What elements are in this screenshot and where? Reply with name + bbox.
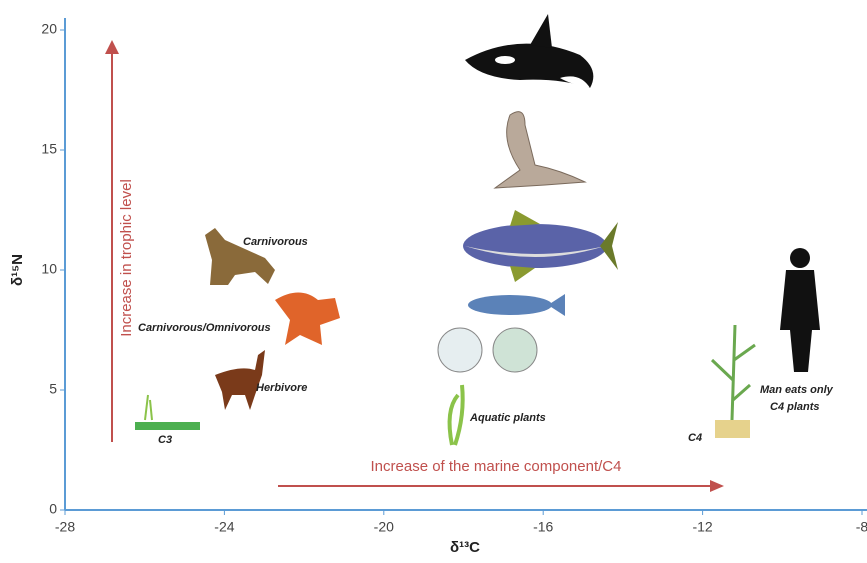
annotation: Carnivorous/Omnivorous	[138, 322, 271, 334]
dog-icon	[205, 228, 275, 285]
x-axis-label: δ¹³C	[450, 539, 480, 556]
x-tick-label: -20	[374, 519, 394, 535]
human-icon	[780, 248, 820, 372]
corn-icon	[710, 324, 756, 438]
annotation: C4 plants	[770, 401, 820, 413]
fox-icon	[275, 292, 340, 345]
x-tick-label: -16	[533, 519, 553, 535]
arrow-head	[105, 40, 119, 54]
annotation: Aquatic plants	[469, 412, 546, 424]
orca-icon	[465, 14, 594, 88]
x-tick-label: -24	[214, 519, 234, 535]
y-tick-label: 10	[41, 261, 57, 277]
annotation: C3	[158, 434, 172, 446]
c3-grass-icon	[135, 394, 200, 430]
annotation: Carnivorous	[243, 236, 308, 248]
x-tick-label: -28	[55, 519, 75, 535]
arrow-label: Increase in trophic level	[118, 179, 135, 337]
annotation: C4	[688, 432, 702, 444]
deer-icon	[215, 350, 265, 410]
aquatic-plant-icon	[447, 384, 465, 446]
x-tick-label: -8	[856, 519, 867, 535]
fish-icon	[468, 294, 565, 316]
tuna-icon	[463, 210, 618, 282]
annotation: Herbivore	[256, 382, 307, 394]
y-tick-label: 0	[49, 501, 57, 517]
y-tick-label: 5	[49, 381, 57, 397]
y-tick-label: 20	[41, 21, 57, 37]
sea-lion-icon	[493, 111, 587, 189]
annotation: Man eats only	[760, 384, 834, 396]
arrow-head	[710, 480, 724, 492]
arrow-label: Increase of the marine component/C4	[371, 458, 622, 475]
y-tick-label: 15	[41, 141, 57, 157]
x-tick-label: -12	[692, 519, 712, 535]
plankton-icon	[437, 327, 538, 373]
y-axis-label: δ¹⁵N	[9, 254, 26, 286]
